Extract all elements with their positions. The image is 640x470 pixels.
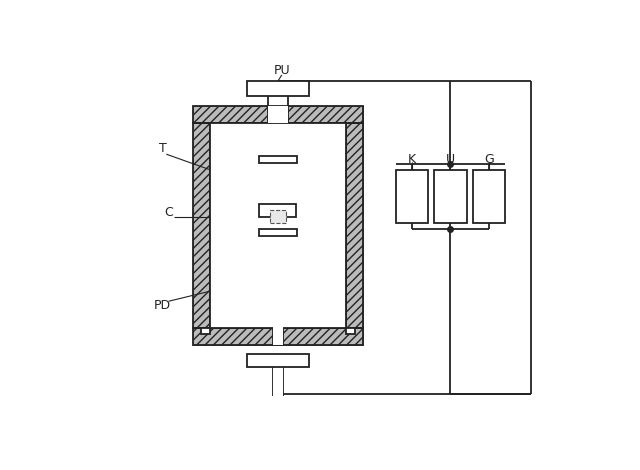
Bar <box>473 170 505 223</box>
Bar <box>259 156 297 163</box>
Bar <box>193 124 210 328</box>
Bar <box>210 124 346 328</box>
Bar <box>346 124 363 328</box>
Bar <box>193 328 363 345</box>
Bar <box>193 328 363 345</box>
Text: U: U <box>446 153 455 166</box>
Text: P: P <box>304 185 311 196</box>
Bar <box>273 328 284 345</box>
Bar <box>268 106 288 124</box>
Bar <box>193 106 363 124</box>
Bar <box>259 204 296 217</box>
Text: PD: PD <box>154 298 171 312</box>
Bar <box>259 229 297 236</box>
Bar <box>346 124 363 328</box>
Text: M: M <box>236 200 246 210</box>
Bar <box>201 328 210 334</box>
Bar <box>346 328 355 334</box>
Bar <box>435 170 467 223</box>
Bar <box>247 81 308 96</box>
Text: D: D <box>241 185 250 196</box>
Bar <box>193 106 363 124</box>
Bar <box>273 163 284 204</box>
Text: D₁: D₁ <box>304 202 317 212</box>
Text: ( M₂ ): ( M₂ ) <box>241 213 271 223</box>
Text: K: K <box>408 153 416 166</box>
Text: C: C <box>164 206 173 219</box>
Text: T: T <box>159 142 166 155</box>
Bar <box>270 210 285 224</box>
Text: G: G <box>484 153 494 166</box>
Bar <box>273 367 284 396</box>
Bar <box>193 124 210 328</box>
Bar <box>396 170 428 223</box>
Text: PU: PU <box>273 64 290 77</box>
Bar <box>273 236 284 328</box>
Bar <box>247 354 308 367</box>
